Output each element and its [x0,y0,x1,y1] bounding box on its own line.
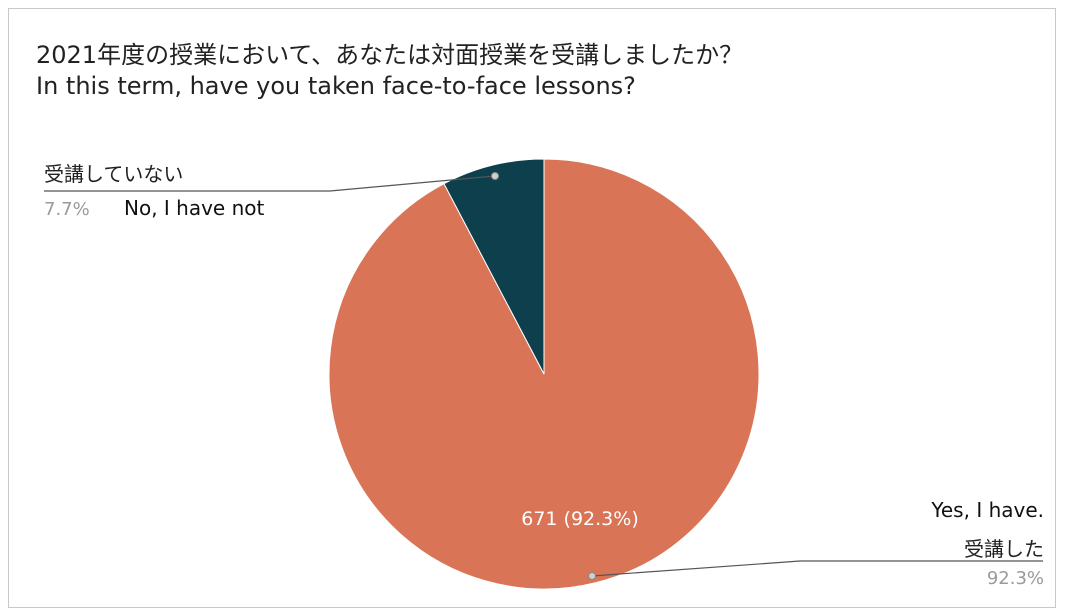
chart-title-en: In this term, have you taken face-to-fac… [36,72,636,100]
slice-percent-no: 7.7% [44,199,90,220]
chart-title: 2021年度の授業において、あなたは対面授業を受講しましたか？ In this … [36,40,743,102]
slice-yes-leader-dot [588,572,596,580]
slice-label-no-en: No, I have not [124,196,265,220]
pie-slice-no [443,158,545,375]
slice-yes-leader-line [591,560,1043,577]
slice-label-yes-en: Yes, I have. [931,498,1044,522]
slice-percent-yes: 92.3% [986,568,1044,589]
chart-title-ja: 2021年度の授業において、あなたは対面授業を受講しましたか？ [36,41,744,69]
slice-no-leader-line [44,175,496,192]
slice-label-no-ja: 受講していない [44,162,184,186]
slice-label-yes-ja: 受講した [964,537,1044,561]
slice-inner-label-yes: 671 (92.3%) [521,508,639,530]
slice-no-leader-dot [491,172,499,180]
